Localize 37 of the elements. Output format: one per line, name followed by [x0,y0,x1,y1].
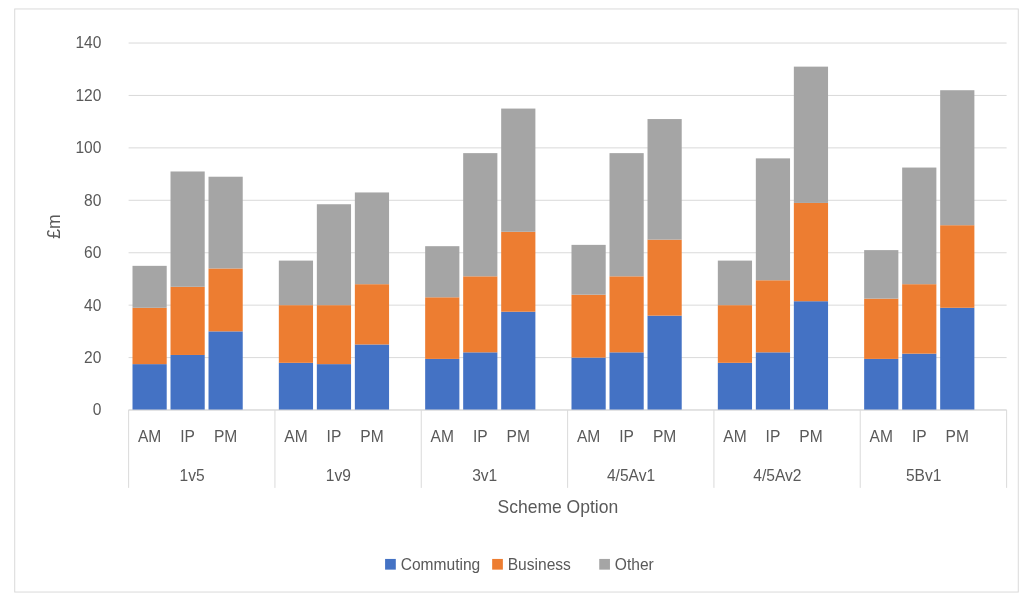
x-tick-label: AM [284,428,308,446]
x-tick-label: IP [619,428,634,446]
x-tick-label: PM [360,428,384,446]
x-tick-label: PM [506,428,530,446]
y-tick-label: 100 [75,139,102,157]
x-tick-label: AM [430,428,454,446]
text: 3v1 [472,467,498,485]
y-tick-label: 120 [75,86,102,104]
y-tick-label: 40 [84,296,102,314]
y-tick-label: 80 [84,191,102,209]
x-tick-label: IP [765,428,781,446]
legend-label: Business [507,556,572,574]
x-tick-label: IP [911,428,927,446]
x-tick-label: PM [652,428,677,446]
x-tick-label: IP [180,428,195,446]
x-tick-label: PM [213,428,238,446]
text: 1v9 [325,467,351,485]
text: 4/5Av1 [606,467,656,485]
y-tick-label: 0 [92,401,102,419]
x-tick-label: IP [326,428,342,446]
legend-label: Other [614,556,654,574]
text: 4/5Av2 [753,467,802,485]
text: 1v5 [179,467,205,485]
x-tick-label: AM [723,428,747,446]
x-tick-label: PM [945,428,969,446]
x-tick-label: AM [576,428,601,446]
y-tick-label: 140 [75,34,102,52]
x-axis-title: Scheme Option [497,497,619,518]
y-tick-label: 20 [84,349,102,367]
text: 5Bv1 [905,467,942,485]
x-tick-label: AM [869,428,893,446]
y-axis-title: £m [44,214,65,239]
x-tick-label: IP [472,428,488,446]
x-tick-label: PM [799,428,823,446]
legend-label: Commuting [400,556,481,574]
y-tick-label: 60 [84,244,102,262]
x-tick-label: AM [137,428,162,446]
